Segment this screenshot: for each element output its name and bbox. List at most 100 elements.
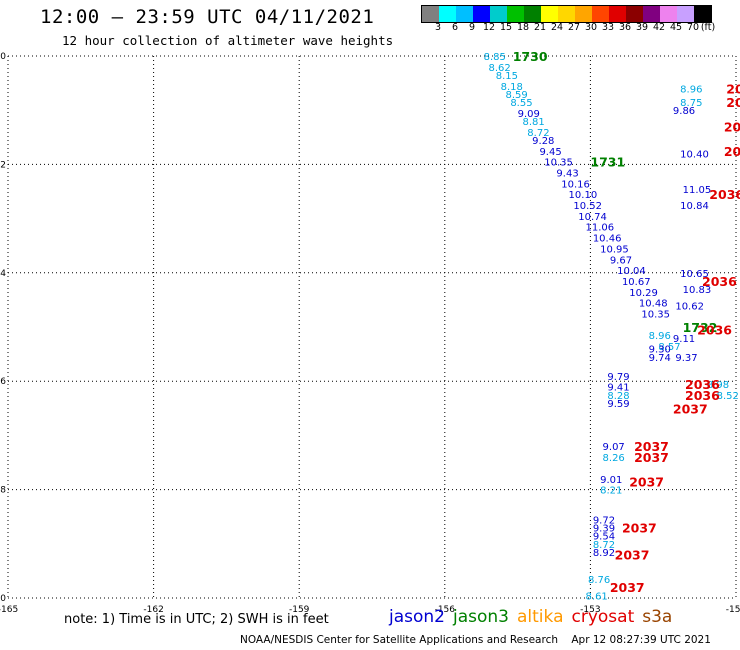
swh-value-label: 8.72	[527, 128, 549, 139]
color-swatch	[473, 6, 490, 22]
color-scale-label: 24	[550, 22, 564, 33]
swh-value-label: 8.98	[707, 380, 729, 391]
swh-value-label: 9.01	[600, 475, 622, 486]
swh-value-label: 8.85	[484, 52, 506, 63]
color-swatch	[643, 6, 660, 22]
color-scale-label: 27	[567, 22, 581, 33]
lat-tick-label: 44	[0, 269, 6, 279]
lat-tick-label: 48	[0, 486, 6, 496]
color-swatch	[694, 6, 711, 22]
swh-value-label: 10.16	[561, 179, 590, 190]
swh-value-label: 8.96	[649, 331, 671, 342]
color-swatch	[422, 6, 439, 22]
color-scale-label: 15	[499, 22, 513, 33]
swh-value-label: 8.26	[603, 453, 625, 464]
pass-time-label: 2036	[685, 377, 720, 392]
swh-value-label: 9.72	[593, 515, 615, 526]
lon-tick-label: -165	[0, 605, 18, 615]
swh-value-label: 10.62	[675, 301, 704, 312]
swh-value-label: 9.30	[649, 345, 671, 356]
swh-value-label: 8.81	[522, 117, 544, 128]
swh-value-label: 8.75	[680, 98, 702, 109]
lat-lon-grid	[7, 55, 737, 599]
legend-item-cryosat: cryosat	[571, 607, 635, 627]
color-scale-label: 70	[686, 22, 700, 33]
swh-value-label: 11.06	[586, 223, 615, 234]
color-swatch	[490, 6, 507, 22]
swh-value-label: 8.59	[505, 90, 527, 101]
swh-value-label: 9.41	[607, 383, 629, 394]
pass-time-label: 2036	[724, 144, 740, 159]
lon-tick-label: -150	[726, 605, 740, 615]
swh-value-label: 10.48	[639, 299, 668, 310]
color-swatch	[592, 6, 609, 22]
color-scale-label: 3	[434, 22, 442, 33]
swh-track-labels: 8.858.628.158.188.598.559.098.818.729.28…	[484, 52, 739, 602]
pass-time-label: 2037	[622, 521, 657, 536]
swh-value-label: 8.18	[501, 82, 523, 93]
legend-item-jason2: jason2	[389, 607, 445, 627]
swh-value-label: 10.74	[578, 212, 607, 223]
color-swatch	[626, 6, 643, 22]
lat-tick-label: 42	[0, 160, 6, 170]
swh-value-label: 8.55	[510, 98, 532, 109]
pass-time-label: 2036	[709, 187, 740, 202]
swh-value-label: 10.95	[600, 244, 629, 255]
legend-item-s3a: s3a	[642, 607, 673, 627]
swh-value-label: 10.67	[622, 277, 651, 288]
lon-tick-label: -156	[435, 605, 456, 615]
swh-value-label: 8.92	[593, 548, 615, 559]
swh-value-label: 8.52	[717, 391, 739, 402]
swh-value-label: 9.39	[593, 524, 615, 535]
pass-time-label: 2037	[615, 548, 650, 563]
swh-value-label: 8.61	[586, 591, 608, 602]
color-scale-label: 30	[584, 22, 598, 33]
color-scale-label: 36	[618, 22, 632, 33]
swh-value-label: 9.86	[673, 106, 695, 117]
swh-value-label: 9.07	[603, 442, 625, 453]
pass-time-label: 2037	[634, 450, 669, 465]
color-swatch	[524, 6, 541, 22]
swh-value-label: 8.72	[593, 540, 615, 551]
color-scale-label: 33	[601, 22, 615, 33]
time-labels: 1730173117322036203620362036203620362036…	[513, 49, 740, 595]
swh-value-label: 9.54	[593, 532, 615, 543]
legend-item-altika: altika	[517, 607, 564, 627]
swh-value-label: 8.96	[680, 85, 702, 96]
lat-tick-label: 40	[0, 52, 6, 62]
swh-value-label: 9.45	[539, 147, 561, 158]
pass-time-label: 1731	[590, 155, 625, 170]
color-scale-label: 42	[652, 22, 666, 33]
swh-value-label: 8.21	[600, 486, 622, 497]
satellite-legend: jason2 jason3 altika cryosat s3a	[389, 607, 680, 627]
color-swatch	[456, 6, 473, 22]
map-title: 12:00 – 23:59 UTC 04/11/2021	[40, 6, 375, 28]
color-scale-label: 18	[516, 22, 530, 33]
footer-credit: NOAA/NESDIS Center for Satellite Applica…	[240, 634, 711, 646]
swh-value-label: 10.29	[629, 288, 658, 299]
lon-tick-label: -162	[143, 605, 163, 615]
color-swatch	[507, 6, 524, 22]
swh-value-label: 8.62	[488, 63, 510, 74]
pass-time-label: 2036	[726, 95, 740, 110]
legend-item-jason3: jason3	[453, 607, 509, 627]
swh-value-label: 8.28	[607, 391, 629, 402]
color-swatch	[575, 6, 592, 22]
swh-value-label: 10.83	[683, 285, 712, 296]
lat-tick-label: 50	[0, 594, 6, 604]
lat-tick-label: 46	[0, 377, 6, 387]
swh-value-label: 9.74	[649, 353, 671, 364]
pass-time-label: 2036	[724, 119, 740, 134]
pass-time-label: 2037	[610, 580, 645, 595]
swh-value-label: 9.79	[607, 372, 629, 383]
color-scale-bar	[421, 5, 712, 23]
swh-value-label: 10.04	[617, 266, 646, 277]
swh-value-label: 8.15	[496, 71, 518, 82]
pass-time-label: 2036	[697, 323, 732, 338]
swh-value-label: 9.59	[607, 399, 629, 410]
pass-time-label: 1730	[513, 49, 548, 64]
color-scale-label: 9	[468, 22, 476, 33]
color-scale-label: 45	[669, 22, 683, 33]
color-swatch	[439, 6, 456, 22]
